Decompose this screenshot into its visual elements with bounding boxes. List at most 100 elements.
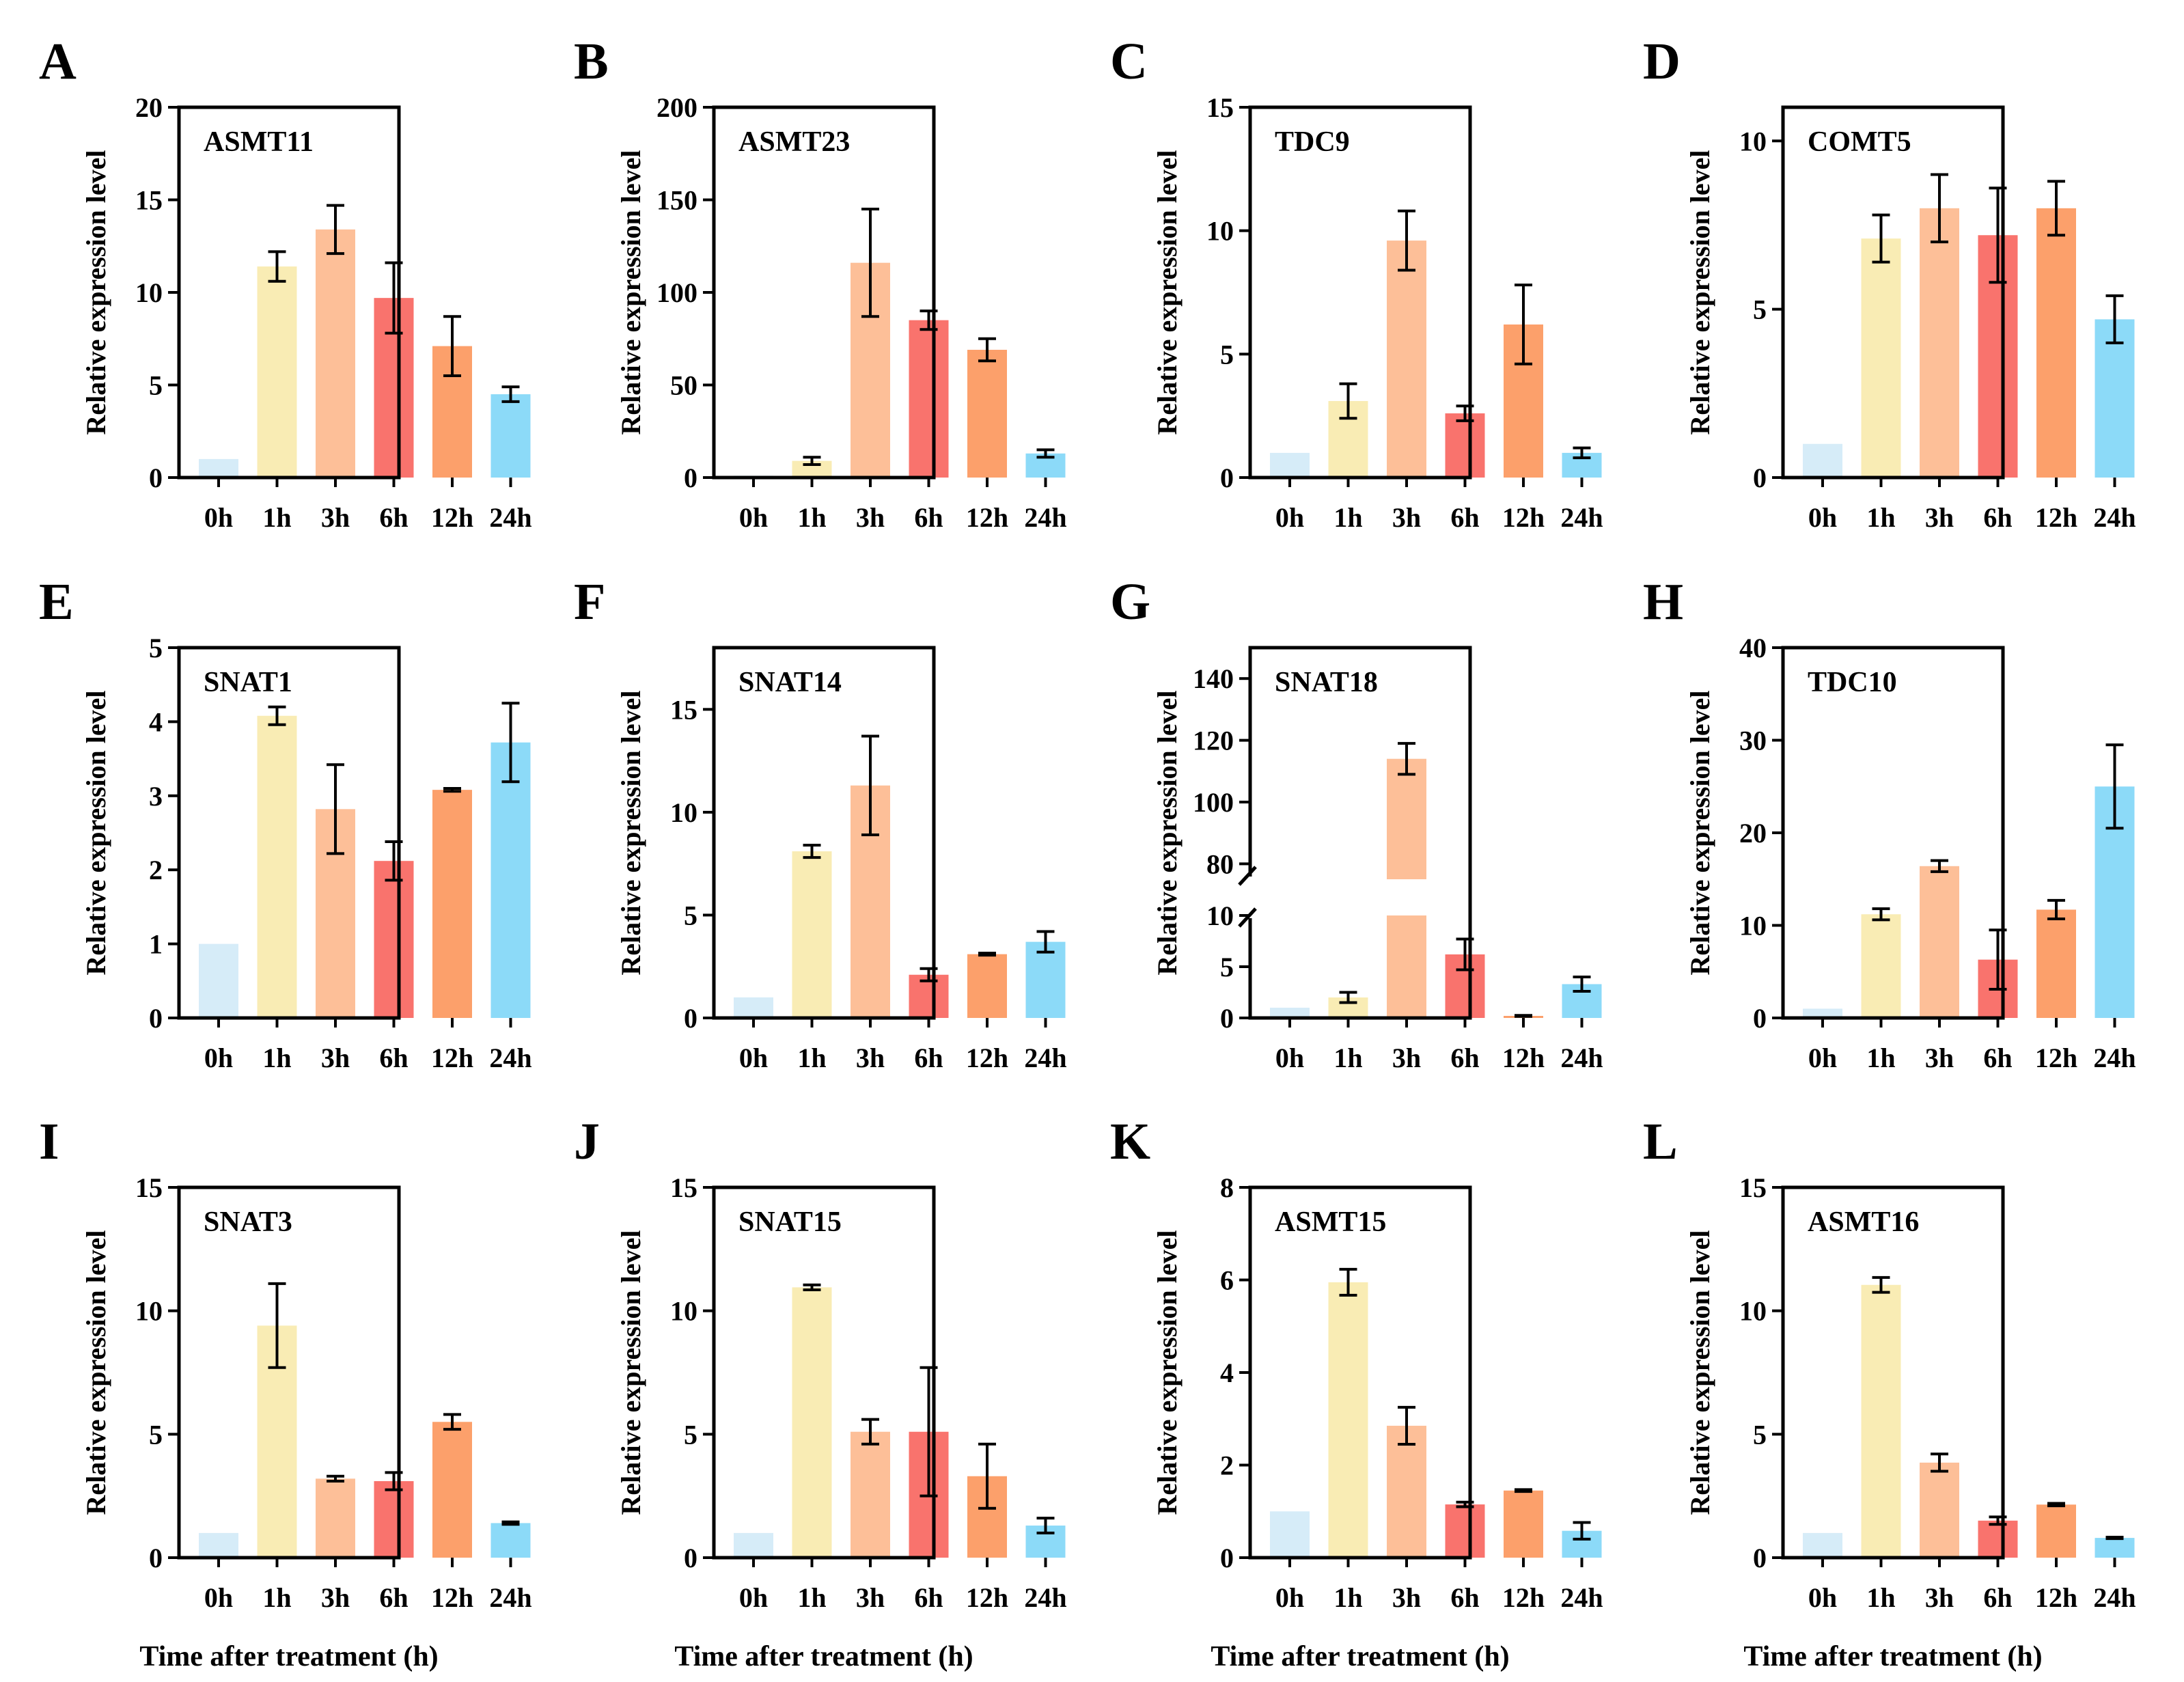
x-tick-label: 6h (1983, 1043, 2012, 1073)
y-tick-label: 10 (1739, 1296, 1767, 1327)
bar-1h (1861, 1284, 1901, 1558)
x-tick-label: 12h (2035, 1582, 2077, 1613)
y-tick-label: 140 (1193, 663, 1234, 694)
x-tick-label: 1h (1333, 1043, 1362, 1073)
y-axis-title: Relative expression level (616, 1230, 646, 1515)
y-tick-label: 10 (1206, 216, 1234, 247)
x-tick-label: 0h (1275, 1043, 1304, 1073)
error-bar-24h (1573, 976, 1591, 993)
bar-0h (1270, 452, 1310, 478)
bar-24h (2095, 319, 2135, 478)
y-tick-label: 100 (1193, 787, 1234, 818)
y-tick-label: 4 (149, 706, 163, 737)
y-tick-label: 20 (135, 92, 163, 123)
y-tick-label: 0 (684, 1003, 697, 1034)
y-tick-label: 4 (1220, 1357, 1234, 1388)
gene-name: TDC9 (1275, 126, 1350, 158)
error-bar-1h (268, 250, 286, 283)
y-tick-label: 5 (149, 1419, 163, 1450)
x-tick-label: 6h (379, 1043, 408, 1073)
error-bar-1h (1872, 213, 1890, 264)
bar-1h (257, 715, 297, 1018)
bar-0h (1803, 1008, 1842, 1018)
y-tick-label: 0 (149, 1003, 163, 1034)
y-tick-label: 0 (1220, 463, 1234, 493)
x-tick-label: 1h (262, 502, 291, 533)
y-tick-label: 10 (135, 1296, 163, 1327)
error-bar-24h (1036, 448, 1055, 459)
panel-E: E 0 1 2 3 4 5 0h 1h 3h 6h 12h 24h SNAT1 Relative expre… (39, 573, 532, 1073)
gene-name: COMT5 (1808, 126, 1911, 158)
x-tick-label: 24h (489, 1582, 531, 1613)
x-axis-title: Time after treatment (h) (674, 1641, 973, 1672)
bar-3h (316, 229, 355, 478)
bar-3h-upper (1387, 758, 1426, 879)
bar-3h (851, 1431, 890, 1558)
axis-frame (1781, 105, 2005, 480)
axis-frame (1248, 105, 1472, 480)
y-axis-title: Relative expression level (81, 691, 111, 976)
bar-12h (2036, 1504, 2076, 1558)
panel-letter: G (1110, 573, 1150, 631)
bar-0h (199, 943, 238, 1018)
bar-12h (2036, 208, 2076, 478)
y-tick-label: 5 (684, 1419, 697, 1450)
error-bar-24h (1573, 446, 1591, 460)
bar-24h (1025, 941, 1066, 1018)
bar-3h (1387, 240, 1426, 478)
x-tick-label: 3h (321, 1582, 350, 1613)
y-tick-label: 5 (1753, 1419, 1767, 1450)
bar-3h (1920, 208, 1959, 478)
x-tick-label: 24h (1024, 1043, 1066, 1073)
bar-12h (432, 1422, 472, 1558)
panel-A: A 0 5 10 15 20 0h 1h 3h 6h 12h 24h ASMT11 Relative ex… (39, 33, 532, 533)
bar-1h (257, 266, 297, 478)
x-tick-label: 6h (914, 502, 943, 533)
y-tick-label: 0 (684, 463, 697, 493)
panel-letter: D (1643, 33, 1681, 90)
error-bar-24h (2105, 743, 2124, 830)
error-bar-3h (1398, 1405, 1415, 1446)
bar-0h (1803, 443, 1842, 478)
y-tick-label: 150 (656, 185, 697, 216)
error-bar-12h (978, 337, 996, 363)
x-tick-label: 0h (1275, 1582, 1304, 1613)
bar-12h (1504, 1490, 1543, 1558)
x-tick-label: 24h (1024, 502, 1066, 533)
error-bar-1h (268, 705, 286, 726)
x-tick-label: 12h (2035, 502, 2077, 533)
x-tick-label: 0h (204, 1582, 233, 1613)
y-axis-title: Relative expression level (1152, 691, 1183, 976)
gene-name: SNAT1 (204, 667, 292, 698)
gene-name: ASMT16 (1808, 1207, 1919, 1238)
panel-letter: J (574, 1113, 600, 1170)
error-bar-12h (443, 315, 461, 377)
y-tick-label: 8 (1220, 1172, 1234, 1203)
error-bar-24h (1036, 930, 1055, 954)
x-tick-label: 6h (914, 1043, 943, 1073)
y-tick-label: 15 (135, 1172, 163, 1203)
error-bar-24h (501, 385, 520, 403)
error-bar-12h (443, 786, 461, 793)
y-axis-title: Relative expression level (1152, 1230, 1183, 1515)
bar-1h (792, 851, 832, 1018)
y-tick-label: 5 (1753, 294, 1767, 325)
gene-name: TDC10 (1808, 667, 1897, 698)
y-tick-label: 0 (1220, 1543, 1234, 1573)
x-tick-label: 6h (914, 1582, 943, 1613)
x-tick-label: 6h (1450, 1582, 1479, 1613)
axis-break-mark (1238, 866, 1257, 928)
panel-J: J 0 5 10 15 0h 1h 3h 6h 12h 24h SNAT15 Relative expr… (574, 1113, 1067, 1672)
y-tick-label: 30 (1739, 726, 1767, 756)
x-tick-label: 12h (1502, 1582, 1545, 1613)
bar-0h (199, 1532, 238, 1558)
bar-6h (1978, 1520, 2018, 1558)
gene-name: ASMT11 (204, 126, 314, 158)
error-bar-3h (327, 1474, 344, 1483)
x-tick-label: 0h (739, 1582, 768, 1613)
x-tick-label: 0h (1808, 1043, 1837, 1073)
error-bar-12h (1515, 284, 1532, 366)
x-axis-title: Time after treatment (h) (1211, 1641, 1509, 1672)
x-tick-label: 3h (1392, 1043, 1421, 1073)
x-tick-label: 24h (489, 502, 531, 533)
